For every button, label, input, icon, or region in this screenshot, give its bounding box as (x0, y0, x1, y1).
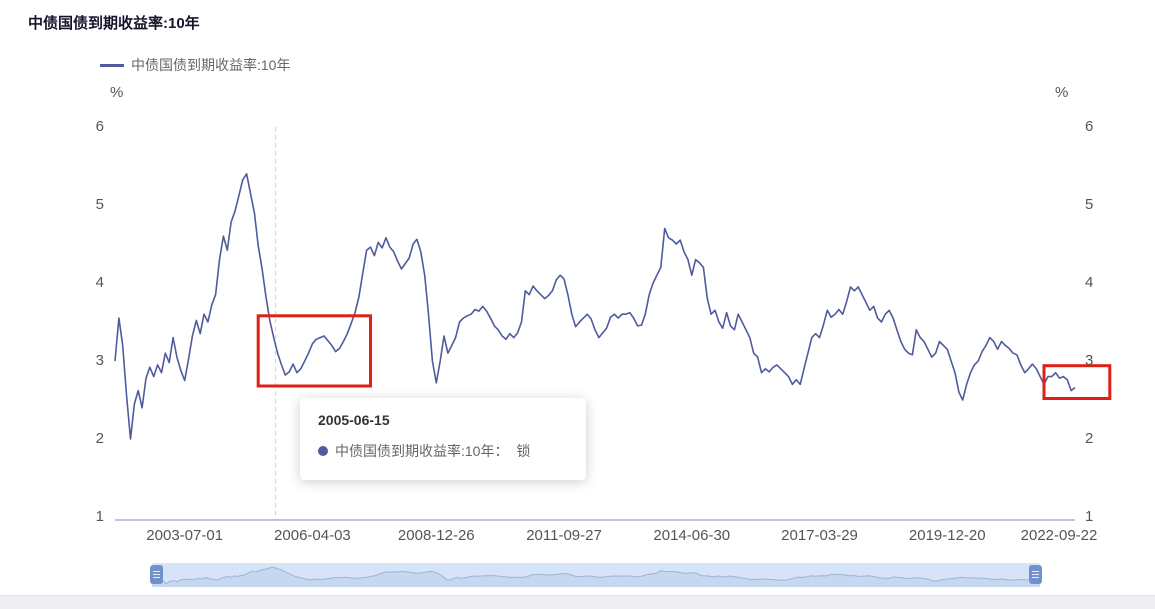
y-tick-right-label: 5 (1085, 196, 1094, 213)
x-tick-label: 2003-07-01 (146, 527, 224, 544)
tooltip-value: 锁 (516, 443, 531, 459)
datazoom-preview (152, 566, 1040, 587)
series-line (114, 173, 1076, 440)
x-tick-label: 2017-03-29 (781, 527, 858, 544)
datazoom-handle-left[interactable] (150, 565, 163, 584)
series-bullet-icon (318, 446, 328, 456)
y-tick-left-label: 4 (95, 274, 104, 291)
x-tick-label: 2008-12-26 (397, 527, 475, 544)
y-axis-unit-right: % (1055, 84, 1069, 101)
datazoom-slider[interactable] (150, 563, 1042, 587)
y-tick-right-label: 1 (1085, 508, 1094, 525)
y-tick-left-label: 2 (95, 430, 104, 447)
legend-label: 中债国债到期收益率:10年 (131, 57, 291, 73)
y-tick-left-label: 5 (95, 196, 104, 213)
y-axis-unit-left: % (110, 84, 124, 101)
tooltip-series-label: 中债国债到期收益率:10年： (335, 443, 509, 459)
bottom-bar (0, 595, 1155, 609)
x-tick-label: 2014-06-30 (653, 527, 731, 544)
annotation-box-1 (256, 314, 373, 388)
y-tick-right-label: 2 (1085, 430, 1094, 447)
legend-line-icon (100, 63, 124, 67)
y-tick-right-label: 6 (1085, 118, 1094, 135)
legend-item[interactable]: 中债国债到期收益率:10年 (100, 55, 290, 75)
y-tick-left-label: 6 (95, 118, 104, 135)
tooltip-series-row: 中债国债到期收益率:10年： 锁 (318, 441, 568, 461)
tooltip-date: 2005-06-15 (318, 412, 390, 428)
page-title: 中债国债到期收益率:10年 (28, 15, 200, 32)
y-tick-left-label: 1 (95, 508, 104, 525)
tooltip: 2005-06-15 中债国债到期收益率:10年： 锁 (300, 398, 586, 480)
y-tick-left-label: 3 (95, 352, 104, 369)
x-tick-label: 2022-09-22 (1020, 527, 1098, 544)
x-tick-label: 2006-04-03 (274, 527, 351, 544)
y-tick-right-label: 4 (1085, 274, 1094, 291)
y-tick-right-label: 3 (1085, 352, 1094, 369)
datazoom-handle-right[interactable] (1029, 565, 1042, 584)
annotation-box-2 (1042, 364, 1112, 401)
x-tick-label: 2019-12-20 (908, 527, 986, 544)
datazoom-line (152, 566, 1040, 585)
x-tick-label: 2011-09-27 (526, 527, 602, 544)
